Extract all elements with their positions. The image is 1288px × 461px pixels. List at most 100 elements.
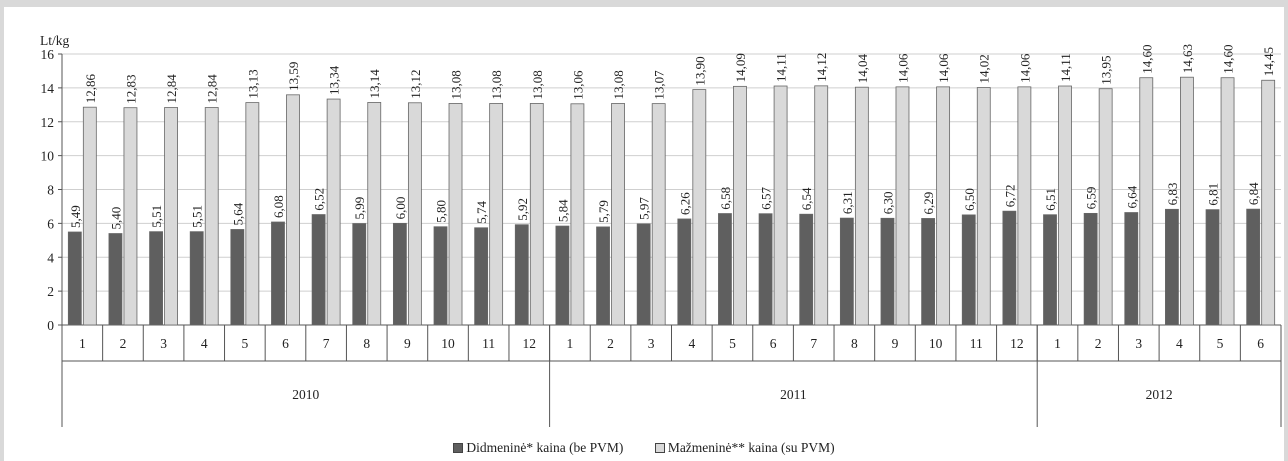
month-label: 10 — [441, 336, 455, 351]
retail-value-label: 14,09 — [733, 53, 748, 82]
wholesale-value-label: 5,99 — [352, 197, 367, 220]
wholesale-bar — [433, 226, 448, 326]
month-label: 1 — [567, 336, 574, 351]
retail-bar — [1017, 86, 1032, 326]
wholesale-bar — [1124, 212, 1139, 326]
retail-bar — [936, 86, 951, 326]
wholesale-bar — [1083, 212, 1098, 326]
retail-bar — [1261, 79, 1276, 326]
wholesale-value-label: 5,79 — [596, 200, 611, 223]
wholesale-bar — [474, 227, 489, 326]
retail-value-label: 13,59 — [286, 62, 301, 91]
month-label: 2 — [1095, 336, 1102, 351]
retail-bar — [367, 102, 382, 326]
wholesale-value-label: 6,57 — [759, 186, 774, 209]
year-label: 2011 — [780, 387, 807, 402]
retail-value-label: 14,02 — [977, 54, 992, 83]
retail-value-label: 14,60 — [1139, 44, 1154, 73]
wholesale-bar — [921, 218, 936, 326]
retail-value-label: 14,06 — [936, 53, 951, 83]
wholesale-bar — [311, 214, 326, 326]
wholesale-value-label: 6,29 — [921, 192, 936, 215]
month-label: 8 — [363, 336, 370, 351]
retail-bar — [286, 94, 300, 326]
wholesale-bar — [799, 213, 814, 326]
wholesale-bar — [1043, 214, 1057, 326]
retail-bar — [692, 89, 707, 326]
wholesale-value-label: 5,92 — [515, 198, 530, 221]
wholesale-value-label: 6,84 — [1246, 182, 1261, 205]
retail-value-label: 13,12 — [408, 70, 423, 99]
y-tick-label: 0 — [47, 318, 54, 333]
month-label: 4 — [1176, 336, 1183, 351]
retail-bar — [448, 103, 463, 326]
month-label: 6 — [1257, 336, 1264, 351]
chart-legend: Didmeninė* kaina (be PVM) Mažmeninė** ka… — [4, 439, 1284, 456]
wholesale-value-label: 5,51 — [149, 205, 164, 228]
wholesale-value-label: 6,58 — [718, 187, 733, 210]
month-label: 12 — [523, 336, 537, 351]
retail-value-label: 14,63 — [1180, 44, 1195, 73]
month-label: 5 — [729, 336, 736, 351]
retail-value-label: 13,90 — [692, 56, 707, 85]
legend-label-wholesale: Didmeninė* kaina (be PVM) — [466, 439, 624, 455]
month-label: 2 — [607, 336, 614, 351]
wholesale-bar — [514, 224, 529, 326]
wholesale-bar — [230, 229, 245, 326]
wholesale-value-label: 6,31 — [840, 191, 855, 214]
wholesale-bar — [108, 233, 123, 326]
retail-value-label: 12,84 — [205, 74, 220, 104]
retail-value-label: 13,08 — [449, 70, 464, 99]
retail-bar — [123, 107, 138, 326]
wholesale-bar — [271, 221, 285, 326]
retail-bar — [164, 107, 178, 326]
wholesale-bar — [758, 213, 773, 326]
wholesale-value-label: 5,84 — [555, 199, 570, 222]
legend-item-wholesale: Didmeninė* kaina (be PVM) — [453, 440, 623, 456]
retail-bar — [1139, 77, 1154, 326]
year-label: 2010 — [292, 387, 319, 402]
wholesale-value-label: 5,64 — [230, 202, 245, 225]
y-tick-label: 14 — [41, 81, 55, 96]
retail-value-label: 12,86 — [83, 73, 98, 103]
month-label: 9 — [892, 336, 899, 351]
wholesale-bar — [1246, 208, 1261, 326]
y-tick-label: 12 — [41, 115, 55, 130]
y-tick-label: 4 — [47, 250, 54, 265]
retail-bar — [204, 107, 219, 326]
retail-bar — [1058, 85, 1072, 326]
wholesale-value-label: 6,08 — [271, 195, 286, 218]
y-tick-label: 8 — [47, 183, 54, 198]
month-label: 1 — [79, 336, 86, 351]
wholesale-bar — [1002, 210, 1017, 326]
y-tick-label: 6 — [47, 216, 54, 231]
y-tick-label: 16 — [41, 47, 55, 62]
wholesale-bar — [677, 218, 692, 326]
retail-value-label: 13,13 — [245, 69, 260, 98]
retail-bar — [814, 85, 829, 326]
wholesale-value-label: 5,49 — [68, 205, 83, 228]
retail-value-label: 14,60 — [1221, 44, 1236, 73]
wholesale-bar — [1205, 209, 1220, 326]
wholesale-bar — [189, 231, 204, 326]
month-label: 3 — [648, 336, 655, 351]
month-label: 5 — [1217, 336, 1224, 351]
month-label: 3 — [160, 336, 167, 351]
retail-value-label: 14,11 — [1058, 53, 1073, 82]
retail-value-label: 13,08 — [489, 70, 504, 99]
wholesale-bar — [718, 213, 732, 326]
retail-value-label: 12,83 — [123, 74, 138, 103]
month-label: 11 — [970, 336, 983, 351]
month-label: 12 — [1010, 336, 1024, 351]
retail-bar — [326, 98, 341, 326]
wholesale-bar — [392, 222, 407, 326]
retail-bar — [976, 87, 991, 326]
retail-value-label: 12,84 — [164, 74, 179, 104]
retail-bar — [651, 103, 666, 326]
retail-bar — [1220, 77, 1235, 326]
retail-value-label: 14,45 — [1261, 47, 1276, 76]
retail-value-label: 13,07 — [652, 70, 667, 100]
month-label: 9 — [404, 336, 411, 351]
retail-bar — [570, 103, 585, 326]
